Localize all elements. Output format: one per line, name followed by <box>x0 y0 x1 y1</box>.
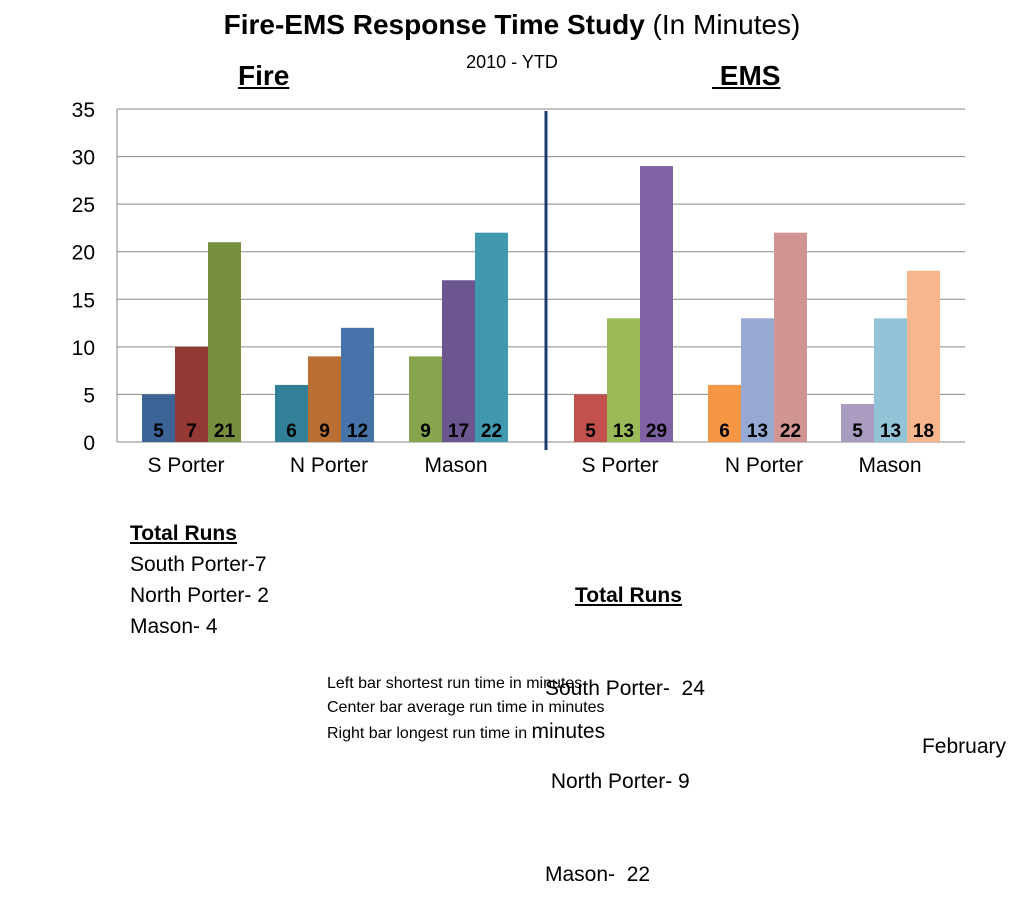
bar <box>607 318 640 442</box>
fire-group-label: Fire <box>238 60 290 91</box>
fire-total-runs-heading: Total Runs <box>130 522 237 545</box>
bar <box>442 280 475 442</box>
bar-value-label: 22 <box>780 421 801 442</box>
ems-total-runs-line: South Porter- 24 <box>545 677 705 700</box>
bar-value-label: 9 <box>420 421 431 442</box>
bar-value-label: 5 <box>852 421 863 442</box>
bar-value-label: 21 <box>214 421 236 442</box>
bar <box>874 318 907 442</box>
bar-value-label: 29 <box>646 421 667 442</box>
bar-value-label: 9 <box>319 421 330 442</box>
bar-value-label: 13 <box>880 421 901 442</box>
bar <box>774 232 807 442</box>
bar <box>175 346 208 442</box>
bar <box>275 384 308 442</box>
bar <box>308 356 341 442</box>
y-tick-label: 20 <box>72 242 95 265</box>
chart-subtitle: 2010 - YTD <box>466 52 558 72</box>
bar-value-label: 6 <box>719 421 730 442</box>
ems-group-label: EMS <box>712 60 781 91</box>
fire-total-runs-line: South Porter-7 <box>130 553 267 576</box>
legend-line-right: Right bar longest run time in minutes <box>327 720 605 746</box>
x-tick-label: Mason <box>858 454 921 477</box>
x-tick-label: N Porter <box>725 454 803 477</box>
x-tick-label: S Porter <box>581 454 658 477</box>
legend-line-left: Left bar shortest run time in minutes <box>327 675 583 692</box>
y-tick-label: 15 <box>72 289 95 312</box>
bar-value-label: 17 <box>448 421 469 442</box>
y-tick-label: 25 <box>72 194 95 217</box>
bar-value-label: 5 <box>153 421 164 442</box>
legend-line-right-big: minutes <box>531 720 606 743</box>
bar-value-label: 18 <box>913 421 934 442</box>
bar-value-label: 7 <box>186 421 197 442</box>
bar <box>841 403 874 442</box>
y-tick-label: 35 <box>72 99 95 122</box>
x-tick-label: Mason <box>424 454 487 477</box>
fire-total-runs-line: North Porter- 2 <box>130 584 269 607</box>
y-tick-label: 5 <box>83 384 95 407</box>
y-tick-label: 30 <box>72 147 95 170</box>
chart-title: Fire-EMS Response Time Study (In Minutes… <box>0 8 1024 42</box>
bar <box>708 384 741 442</box>
fire-total-runs: Total Runs South Porter-7 North Porter- … <box>130 518 269 642</box>
bar <box>640 166 673 443</box>
y-tick-label: 0 <box>83 432 95 455</box>
ems-total-runs-line: Mason- 22 <box>545 863 651 886</box>
legend-line-center: Center bar average run time in minutes <box>327 699 605 716</box>
bar <box>409 356 442 442</box>
footer-month: February <box>921 735 1006 758</box>
y-tick-label: 10 <box>72 337 95 360</box>
bar-value-label: 13 <box>747 421 768 442</box>
fire-total-runs-line: Mason- 4 <box>130 615 218 638</box>
bar <box>907 270 940 442</box>
bar-value-label: 6 <box>286 421 297 442</box>
bar-value-label: 12 <box>347 421 368 442</box>
bar <box>475 232 508 442</box>
x-tick-label: N Porter <box>290 454 368 477</box>
bar <box>341 327 374 442</box>
ems-total-runs-line: North Porter- 9 <box>545 770 690 793</box>
chart-title-rest: (In Minutes) <box>644 9 801 40</box>
bar <box>142 394 175 442</box>
bar-value-label: 5 <box>585 421 596 442</box>
bar-value-label: 13 <box>613 421 634 442</box>
bar <box>741 318 774 442</box>
chart-title-bold: Fire-EMS Response Time Study <box>223 9 645 40</box>
legend-line-right-prefix: Right bar longest run time in <box>327 725 532 742</box>
bar-value-label: 22 <box>481 421 502 442</box>
bar <box>208 242 241 442</box>
x-tick-label: S Porter <box>147 454 224 477</box>
ems-total-runs-heading: Total Runs <box>575 584 682 607</box>
bar-legend: Left bar shortest run time in minutes Ce… <box>327 672 605 746</box>
bar <box>574 394 607 442</box>
